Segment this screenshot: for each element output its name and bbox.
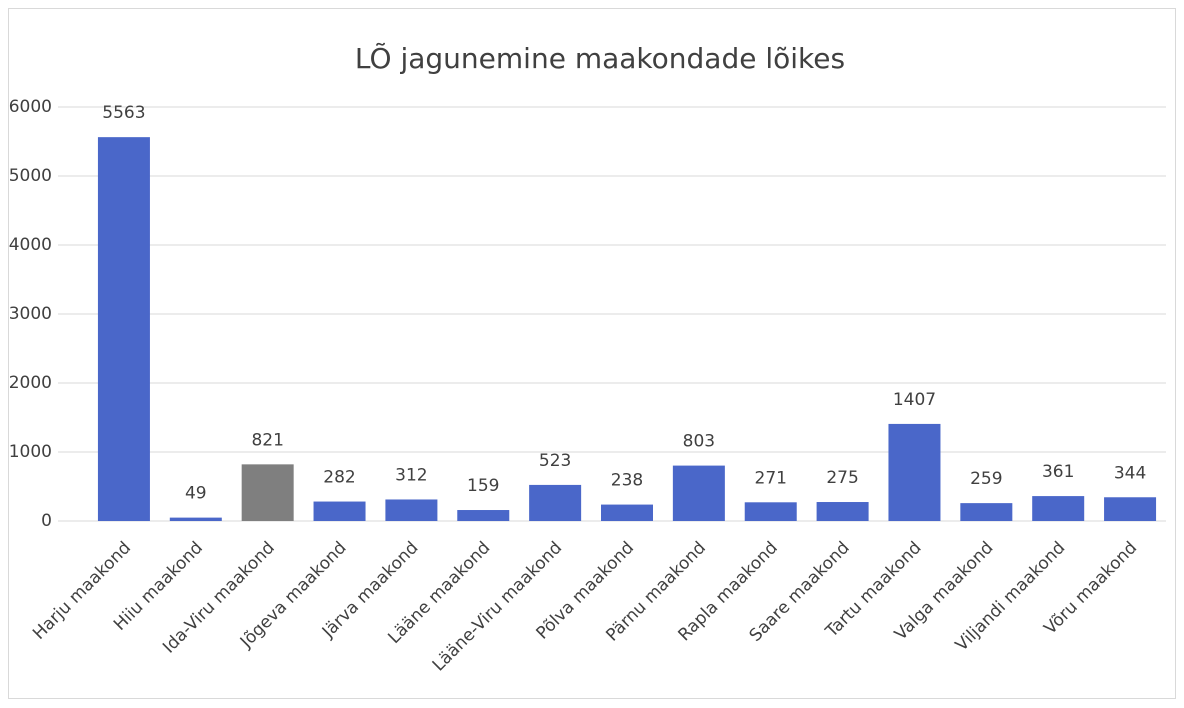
bar bbox=[169, 517, 222, 521]
data-label: 238 bbox=[611, 471, 643, 491]
data-label: 259 bbox=[970, 469, 1002, 489]
bar bbox=[241, 464, 294, 521]
data-label: 312 bbox=[395, 465, 427, 485]
data-label: 523 bbox=[539, 451, 571, 471]
bar bbox=[672, 465, 725, 521]
bar bbox=[816, 502, 869, 521]
data-label: 275 bbox=[826, 468, 858, 488]
y-tick-label: 1000 bbox=[9, 442, 52, 462]
data-label: 344 bbox=[1114, 463, 1146, 483]
chart-border bbox=[8, 8, 1176, 699]
bar bbox=[888, 423, 941, 521]
y-tick-label: 4000 bbox=[9, 235, 52, 255]
data-label: 271 bbox=[755, 468, 787, 488]
y-tick-label: 0 bbox=[41, 511, 52, 531]
data-label: 821 bbox=[251, 430, 283, 450]
y-tick-label: 6000 bbox=[9, 97, 52, 117]
data-label: 159 bbox=[467, 476, 499, 496]
bar bbox=[1032, 496, 1085, 521]
bar bbox=[385, 499, 438, 521]
bar bbox=[97, 137, 150, 521]
y-tick-label: 3000 bbox=[9, 304, 52, 324]
bar bbox=[529, 484, 582, 521]
bar bbox=[1104, 497, 1157, 521]
chart-title: LÕ jagunemine maakondade lõikes bbox=[355, 41, 845, 75]
data-label: 803 bbox=[683, 432, 715, 452]
bar bbox=[960, 503, 1013, 521]
bar bbox=[601, 504, 653, 521]
y-tick-label: 2000 bbox=[9, 373, 52, 393]
bar bbox=[313, 501, 366, 521]
bar bbox=[744, 502, 797, 521]
bar bbox=[457, 510, 510, 521]
data-label: 361 bbox=[1042, 462, 1074, 482]
y-tick-label: 5000 bbox=[9, 166, 52, 186]
data-label: 5563 bbox=[102, 103, 145, 123]
data-label: 1407 bbox=[893, 390, 936, 410]
data-label: 282 bbox=[323, 468, 355, 488]
data-label: 49 bbox=[185, 484, 207, 504]
